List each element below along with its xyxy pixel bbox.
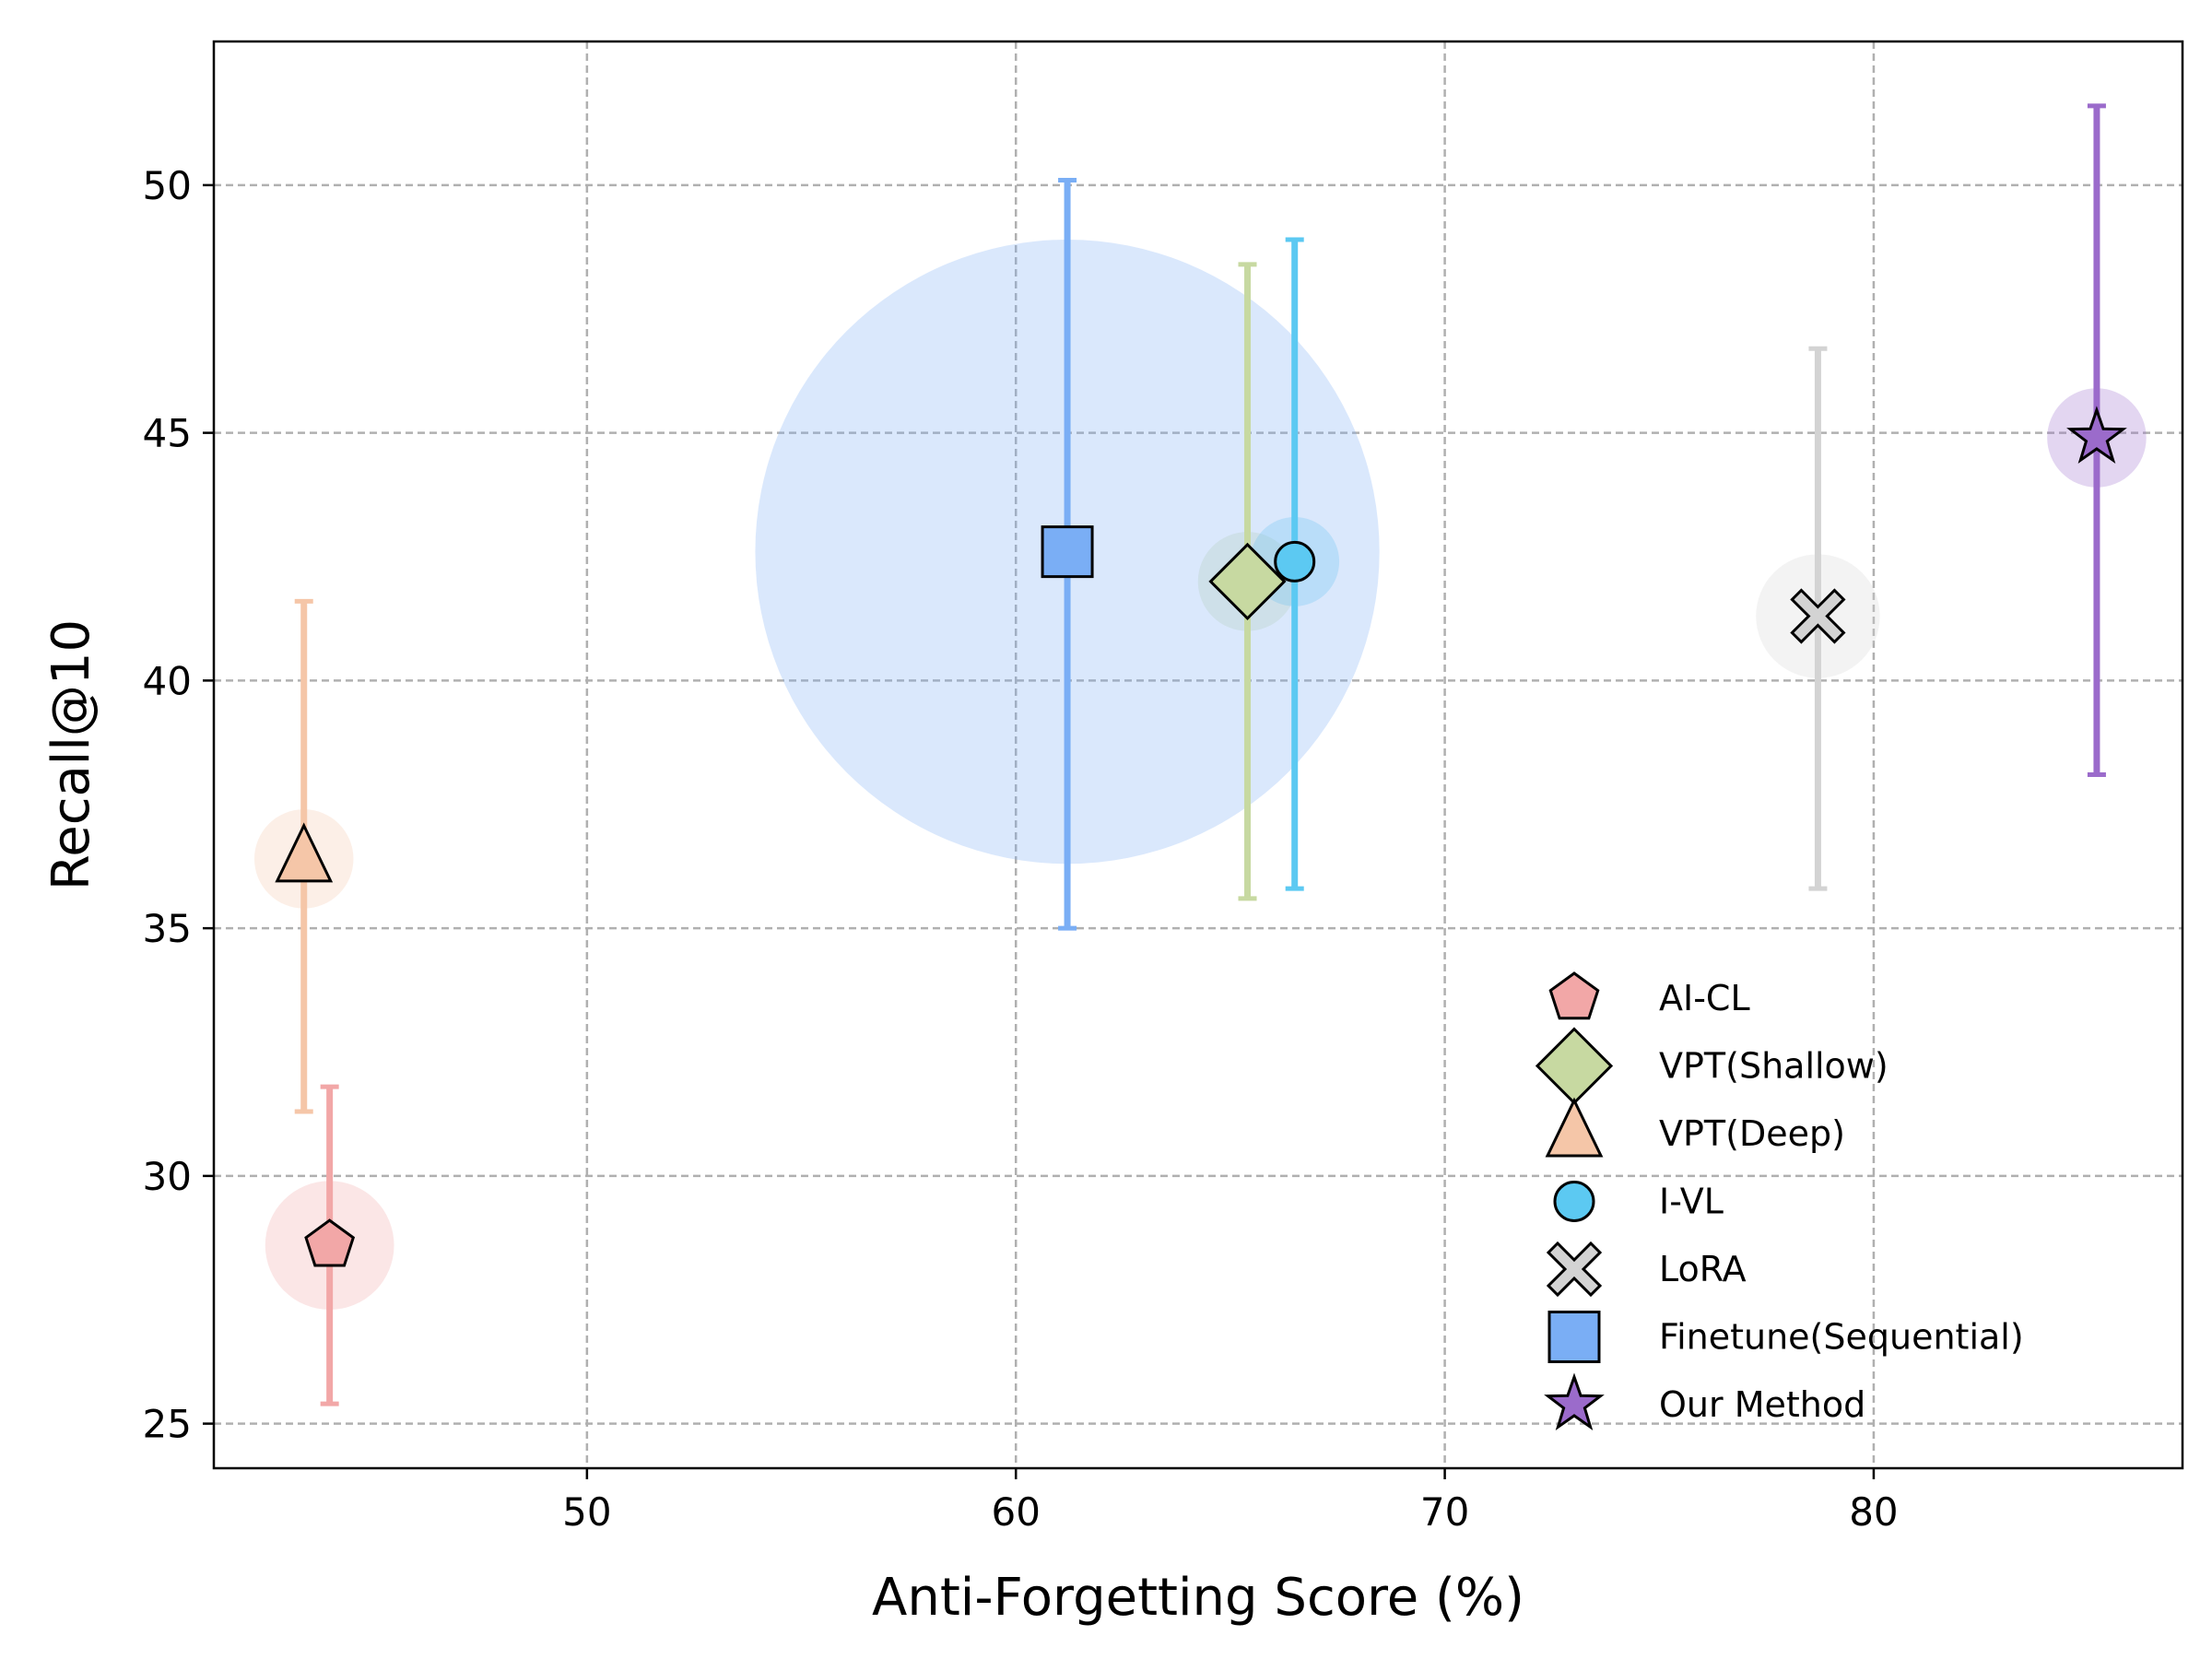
x-tick-label: 70: [1420, 1489, 1469, 1535]
y-tick-label: 30: [143, 1154, 192, 1199]
y-axis-title: Recall@10: [41, 619, 101, 890]
legend-label: Our Method: [1659, 1384, 1865, 1425]
legend-marker: [1535, 1027, 1614, 1105]
legend: AI-CL VPT(Shallow) VPT(Deep) I-VL LoRA Finetu…: [1535, 971, 2024, 1431]
data-point: [275, 822, 334, 883]
x-axis-title: Anti-Forgetting Score (%): [872, 1568, 1524, 1628]
y-tick-label: 35: [143, 906, 192, 951]
plot-frame: [212, 40, 2184, 1470]
y-tick-label: 25: [143, 1402, 192, 1447]
legend-marker: [1544, 1372, 1605, 1431]
data-point: [1041, 525, 1094, 579]
legend-marker: [1545, 1097, 1604, 1158]
legend-label: AI-CL: [1659, 978, 1750, 1018]
y-tick-label: 50: [143, 163, 192, 208]
x-tick-label: 50: [562, 1489, 611, 1535]
grid: [214, 41, 2183, 1468]
x-tick-label: 60: [991, 1489, 1040, 1535]
y-tick-label: 40: [143, 658, 192, 703]
data-point: [1790, 588, 1846, 644]
bubbles: [253, 240, 2147, 1310]
legend-label: VPT(Deep): [1659, 1113, 1845, 1154]
legend-marker: [1548, 971, 1600, 1020]
ticks: 50 60 70 80 25 30 35 40 45 50: [143, 163, 1899, 1535]
legend-label: VPT(Shallow): [1659, 1046, 1888, 1087]
legend-label: I-VL: [1659, 1182, 1724, 1222]
data-point: [1208, 542, 1287, 621]
legend-label: Finetune(Sequential): [1659, 1317, 2024, 1358]
legend-marker: [1546, 1241, 1603, 1298]
x-tick-label: 80: [1849, 1489, 1898, 1535]
y-tick-label: 45: [143, 411, 192, 456]
data-point: [1274, 540, 1316, 582]
legend-marker: [1547, 1311, 1601, 1363]
legend-label: LoRA: [1659, 1249, 1747, 1289]
legend-marker: [1553, 1181, 1595, 1222]
data-point: [304, 1218, 356, 1267]
data-point: [2066, 406, 2127, 465]
markers: [275, 406, 2127, 1267]
